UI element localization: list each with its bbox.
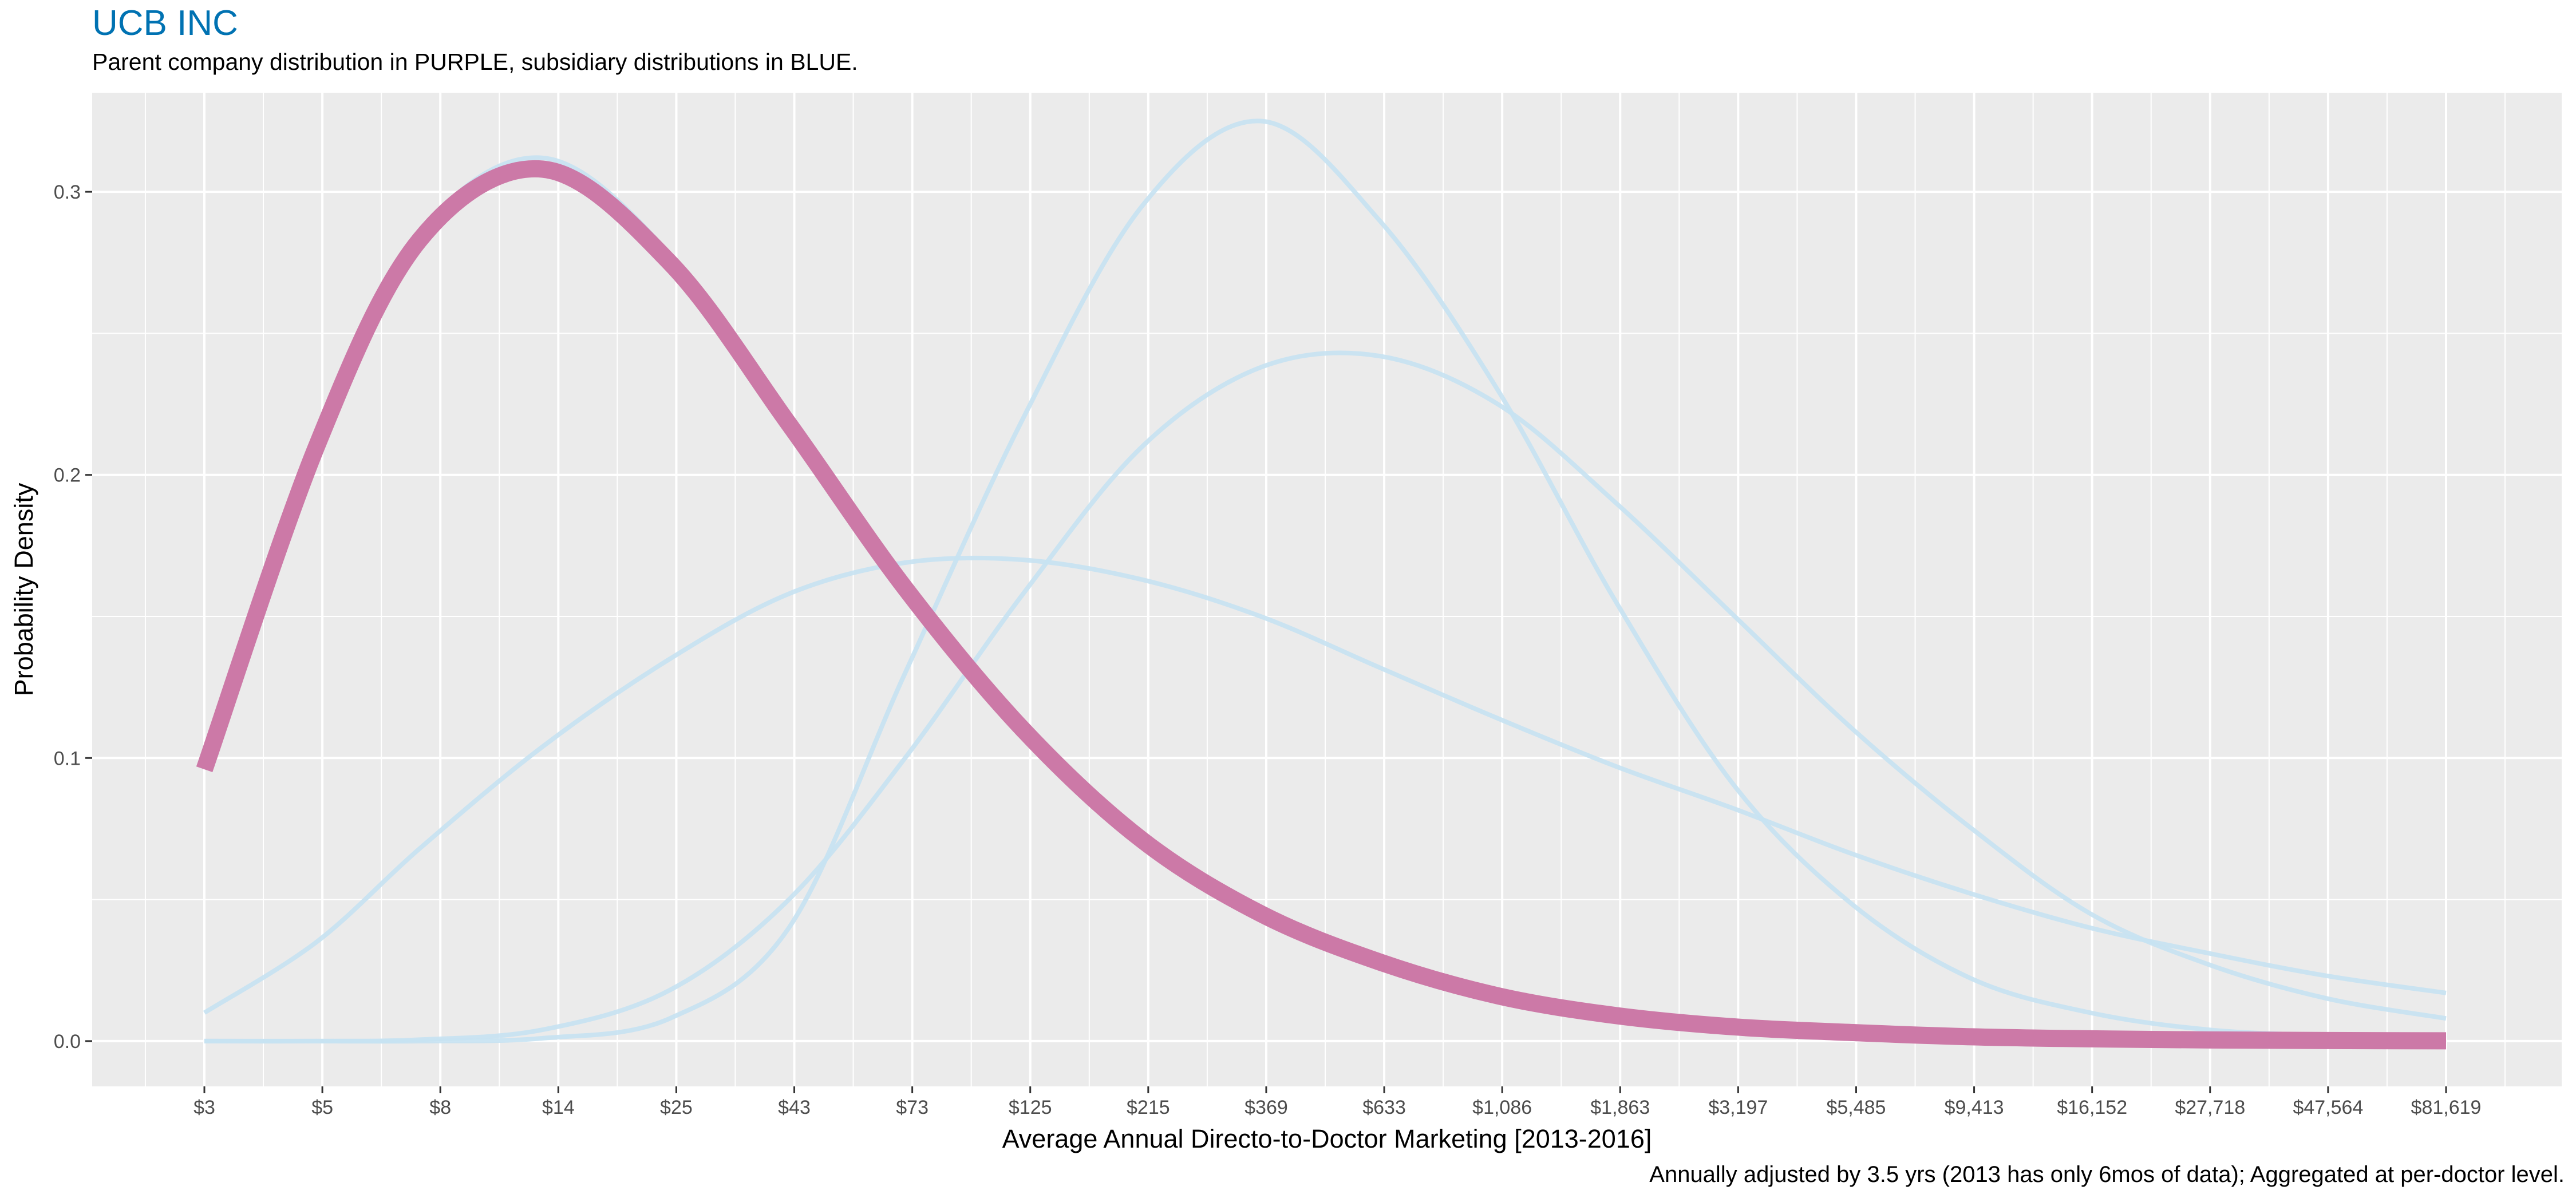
parent-density-curve (196, 160, 2447, 1050)
y-tick-label: 0.0 (54, 1031, 81, 1053)
y-axis-ticks: 0.0 0.1 0.2 0.3 (54, 181, 92, 1053)
y-axis-title: Probability Density (9, 483, 38, 696)
x-tick-label: $14 (542, 1097, 575, 1118)
x-tick-label: $47,564 (2293, 1097, 2363, 1118)
x-tick-label: $43 (778, 1097, 811, 1118)
subsidiary-density-curve (204, 118, 2447, 1044)
chart-subtitle: Parent company distribution in PURPLE, s… (92, 49, 858, 75)
x-tick-label: $5 (311, 1097, 333, 1118)
x-tick-label: $81,619 (2411, 1097, 2482, 1118)
x-tick-label: $633 (1362, 1097, 1406, 1118)
chart-title: UCB INC (92, 3, 238, 43)
subsidiary-density-curve (203, 555, 2447, 1015)
subsidiary-density-curve (204, 350, 2447, 1044)
x-tick-label: $369 (1244, 1097, 1288, 1118)
x-axis-title: Average Annual Directo-to-Doctor Marketi… (1002, 1124, 1652, 1153)
x-tick-label: $27,718 (2175, 1097, 2245, 1118)
chart-caption: Annually adjusted by 3.5 yrs (2013 has o… (1649, 1162, 2565, 1187)
x-tick-label: $25 (660, 1097, 693, 1118)
x-tick-label: $3,197 (1708, 1097, 1768, 1118)
plot-panel (92, 93, 2562, 1086)
x-tick-label: $8 (429, 1097, 451, 1118)
x-axis-ticks: $3 $5 $8 $14 $25 $43 $73 $125 $215 $369 $633 $1,086… (193, 1086, 2481, 1118)
x-tick-label: $16,152 (2057, 1097, 2127, 1118)
y-tick-label: 0.3 (54, 181, 81, 203)
y-tick-label: 0.2 (54, 465, 81, 487)
x-tick-label: $125 (1009, 1097, 1052, 1118)
x-tick-label: $5,485 (1826, 1097, 1886, 1118)
y-tick-label: 0.1 (54, 748, 81, 769)
x-tick-label: $73 (896, 1097, 929, 1118)
x-tick-label: $1,863 (1590, 1097, 1650, 1118)
x-tick-label: $215 (1127, 1097, 1170, 1118)
x-tick-label: $1,086 (1472, 1097, 1532, 1118)
parent-curves (196, 160, 2447, 1050)
x-tick-label: $3 (193, 1097, 215, 1118)
x-tick-label: $9,413 (1945, 1097, 2004, 1118)
